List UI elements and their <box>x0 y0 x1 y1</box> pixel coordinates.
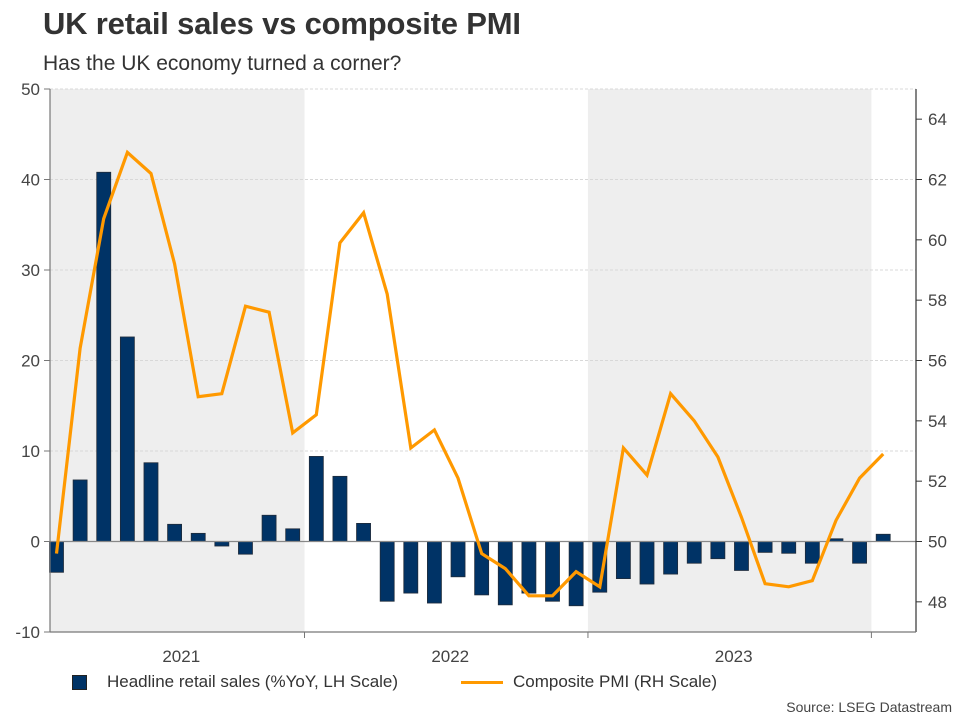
legend-label-retail-sales: Headline retail sales (%YoY, LH Scale) <box>107 672 399 691</box>
bar-retail-sales-2021-07 <box>167 523 183 542</box>
left-axis-tick-label: 20 <box>21 352 40 371</box>
legend-bar-swatch-icon <box>72 674 87 690</box>
bar-retail-sales-2022-02 <box>332 475 348 542</box>
bar-retail-sales-2022-10 <box>521 541 537 594</box>
chart-title: UK retail sales vs composite PMI <box>43 6 521 41</box>
right-axis-tick-label: 48 <box>928 593 947 612</box>
left-axis-tick-label: 10 <box>21 442 40 461</box>
right-axis-tick-label: 50 <box>928 533 947 552</box>
bar-retail-sales-2023-05 <box>686 541 702 564</box>
bar-retail-sales-2021-03 <box>72 479 88 542</box>
bar-retail-sales-2022-04 <box>379 541 395 602</box>
bar-retail-sales-2023-09 <box>781 541 797 554</box>
right-axis-tick-label: 56 <box>928 352 947 371</box>
left-axis-tick-label: 40 <box>21 171 40 190</box>
bar-retail-sales-2021-11 <box>261 514 277 542</box>
bar-retail-sales-2023-12 <box>852 541 867 564</box>
bar-retail-sales-2023-03 <box>639 541 655 585</box>
legend-line-swatch-icon <box>461 680 503 684</box>
left-axis-tick-label: 30 <box>21 261 40 280</box>
bar-retail-sales-2023-08 <box>757 541 773 553</box>
bar-retail-sales-2023-07 <box>734 541 749 571</box>
bar-retail-sales-2021-05 <box>119 336 135 542</box>
chart-subtitle: Has the UK economy turned a corner? <box>43 52 402 75</box>
bar-retail-sales-2021-12 <box>285 528 301 542</box>
bar-retail-sales-2023-06 <box>710 541 726 560</box>
right-axis-tick-label: 54 <box>928 412 947 431</box>
right-axis-tick-label: 60 <box>928 231 947 250</box>
bar-retail-sales-2021-04 <box>96 171 112 542</box>
bar-retail-sales-2022-01 <box>308 456 324 542</box>
bar-retail-sales-2022-05 <box>403 541 419 594</box>
bar-retail-sales-2022-03 <box>356 523 371 542</box>
bar-retail-sales-2021-08 <box>190 532 206 542</box>
legend-item-retail-sales: Headline retail sales (%YoY, LH Scale) <box>72 672 398 692</box>
right-axis-tick-label: 52 <box>928 472 947 491</box>
left-axis-tick-label: 50 <box>21 80 40 99</box>
bar-retail-sales-2021-09 <box>214 541 230 547</box>
x-axis-year-label: 2022 <box>431 647 469 666</box>
bar-retail-sales-2023-04 <box>663 541 679 575</box>
bar-retail-sales-2023-10 <box>804 541 820 564</box>
bar-retail-sales-2023-02 <box>615 541 631 580</box>
left-axis-tick-label: -10 <box>15 623 40 642</box>
source-note: Source: LSEG Datastream <box>786 699 952 715</box>
bar-retail-sales-2021-10 <box>238 541 253 555</box>
bar-retail-sales-2024-01 <box>875 533 891 542</box>
legend: Headline retail sales (%YoY, LH Scale) C… <box>0 672 960 696</box>
composite-pmi-line <box>54 149 885 598</box>
left-axis-tick-label: 0 <box>31 533 40 552</box>
right-axis-tick-label: 64 <box>928 110 947 129</box>
legend-label-composite-pmi: Composite PMI (RH Scale) <box>513 672 718 691</box>
legend-item-composite-pmi: Composite PMI (RH Scale) <box>461 672 717 692</box>
x-axis-year-label: 2021 <box>162 647 200 666</box>
bar-retail-sales-2022-07 <box>450 541 466 578</box>
bar-retail-sales-2022-06 <box>427 541 442 604</box>
x-axis-year-label: 2023 <box>715 647 753 666</box>
right-axis-tick-label: 62 <box>928 171 947 190</box>
bar-retail-sales-2021-06 <box>143 462 159 542</box>
right-axis-tick-label: 58 <box>928 291 947 310</box>
